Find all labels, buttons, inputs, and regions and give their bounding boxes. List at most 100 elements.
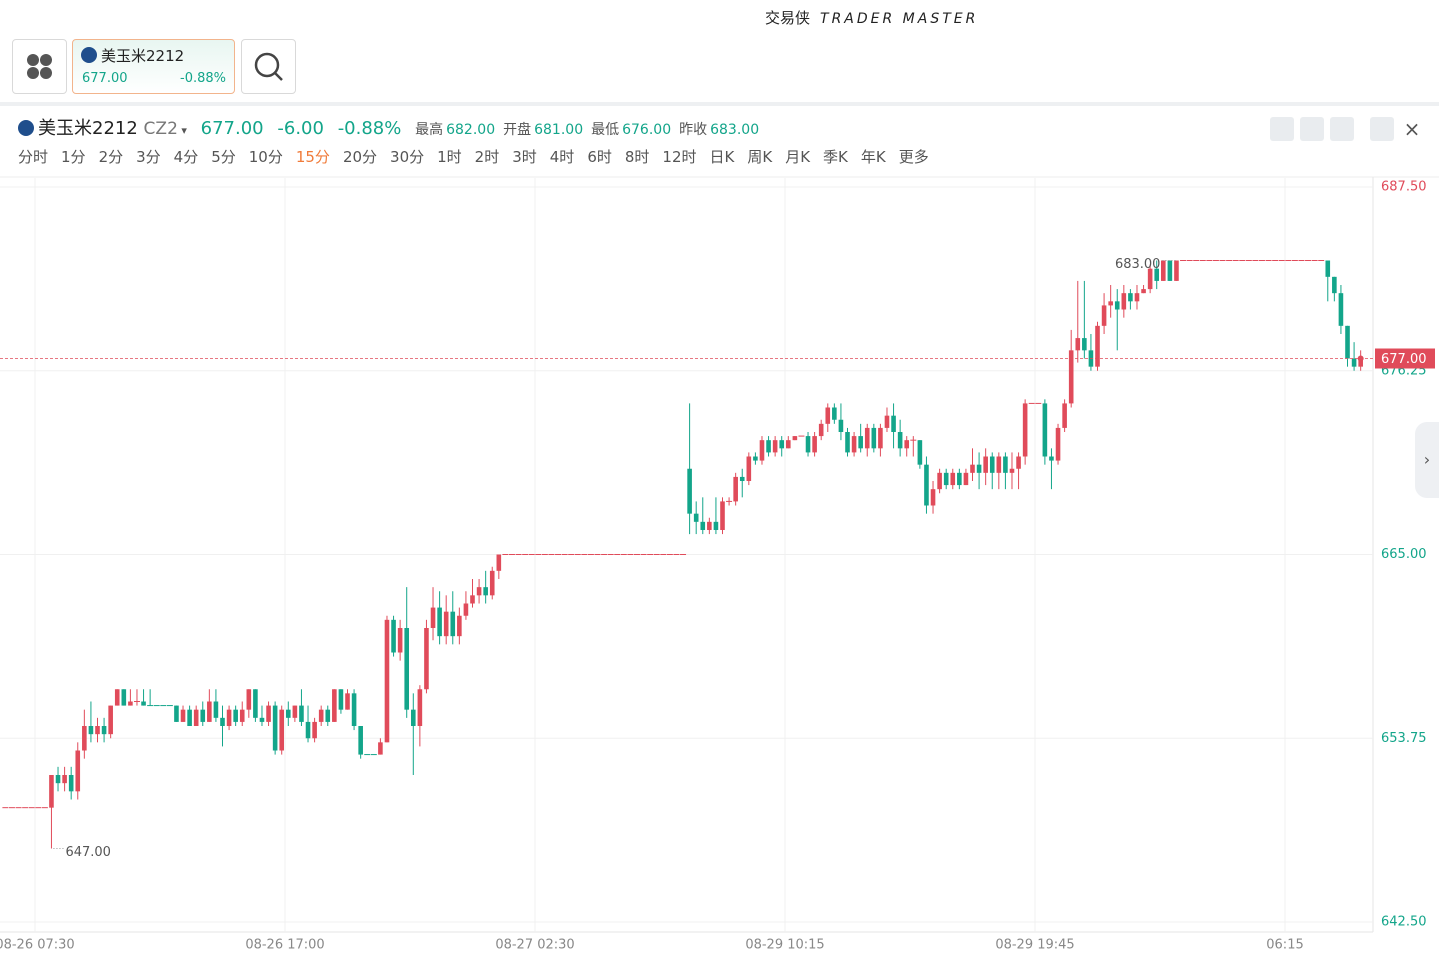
candle-body	[233, 709, 238, 722]
candle-body	[1154, 268, 1160, 281]
period[interactable]: 3分	[136, 148, 161, 166]
candle-body	[917, 440, 923, 465]
stat-value: 683.00	[710, 122, 760, 138]
candle-body	[457, 615, 462, 637]
candle-body	[753, 456, 758, 461]
candle-body	[832, 407, 837, 420]
candle-body	[785, 440, 791, 449]
period[interactable]: 周K	[747, 148, 773, 166]
candle-body	[707, 521, 712, 530]
candle-body	[49, 775, 54, 808]
candle-body	[700, 521, 706, 530]
tool-line[interactable]	[1270, 117, 1294, 141]
period[interactable]: 1时	[437, 148, 462, 166]
tab-change: -0.88%	[180, 71, 226, 86]
period[interactable]: 12时	[662, 148, 697, 166]
period-bar: 分时 1分 2分 3分 4分 5分 10分 15分 20分 30分 1时 2时 3时 4时 6时 8时 12时日…	[18, 146, 942, 167]
period[interactable]: 分时	[18, 148, 49, 166]
period[interactable]: 15分	[295, 148, 330, 166]
candle-body	[246, 689, 252, 710]
menu-button[interactable]	[12, 39, 67, 94]
period[interactable]: 2时	[474, 148, 500, 166]
x-tick-label: 08-26 07:30	[0, 938, 75, 953]
period[interactable]: 3时	[512, 148, 537, 166]
period[interactable]: 1分	[61, 148, 86, 166]
x-tick-label: 08-29 10:15	[745, 938, 824, 953]
candle-body	[200, 709, 206, 722]
candle-body	[483, 587, 488, 596]
candle-body	[858, 436, 863, 449]
candle-body	[450, 611, 456, 637]
candle-body	[739, 476, 745, 481]
candle-body	[957, 472, 962, 486]
candle-body	[88, 726, 94, 735]
stat-label: 开盘	[503, 122, 532, 138]
period[interactable]: 8时	[624, 148, 650, 166]
candle-body	[1167, 260, 1173, 281]
candle-body	[1345, 325, 1350, 359]
candle-body	[75, 750, 81, 792]
candle-body	[338, 689, 344, 710]
period[interactable]: 20分	[342, 148, 378, 166]
candle-body	[358, 726, 363, 755]
candle-body	[1062, 403, 1067, 428]
candle-body	[766, 440, 771, 453]
period[interactable]: 月K	[785, 148, 811, 166]
tool-draw[interactable]	[1300, 117, 1324, 141]
period[interactable]: 5分	[211, 148, 236, 166]
candle-body	[818, 423, 824, 437]
symbol-tab[interactable]: 美玉米2212 677.00 -0.88%	[72, 39, 235, 94]
brand-en: TRADER MASTER	[820, 11, 979, 27]
price-tag	[1375, 348, 1435, 369]
price-dot	[1357, 355, 1364, 362]
candle-body	[937, 472, 942, 490]
candle-body	[1141, 289, 1146, 294]
candle-body	[128, 701, 133, 706]
candle-body	[121, 689, 127, 706]
candle-body	[687, 468, 692, 514]
period[interactable]: 4时	[549, 148, 575, 166]
side-toggle[interactable]: ›	[1415, 422, 1439, 498]
period[interactable]: 6时	[587, 148, 612, 166]
candle-body	[384, 619, 390, 743]
candle-body	[733, 476, 738, 502]
x-tick-label: 08-27 02:30	[495, 938, 574, 953]
search-icon	[254, 52, 283, 81]
candle-body	[779, 440, 785, 449]
candle-body	[404, 628, 410, 710]
candle-body	[1022, 403, 1028, 457]
period[interactable]: 更多	[898, 148, 929, 166]
candle-body	[463, 603, 469, 616]
search-button[interactable]	[241, 39, 296, 94]
candle-body	[1003, 456, 1008, 473]
candle-body	[259, 717, 265, 722]
period[interactable]: 年K	[860, 148, 886, 166]
candle-body	[891, 415, 896, 432]
period[interactable]: 10分	[248, 148, 283, 166]
price-tag-label: 677.00	[1381, 352, 1427, 367]
period[interactable]: 季K	[823, 148, 848, 166]
period[interactable]: 2分	[98, 148, 124, 166]
tool-expand[interactable]	[1370, 117, 1394, 141]
candle-body	[213, 701, 219, 718]
candle-body	[266, 705, 271, 722]
separator	[0, 102, 1439, 106]
quote-price: 677.00	[200, 118, 264, 139]
candle-body	[1121, 293, 1127, 310]
period[interactable]: 4分	[173, 148, 199, 166]
tool-candle[interactable]	[1330, 117, 1354, 141]
candle-body	[1075, 338, 1081, 351]
candle-body	[272, 705, 278, 751]
x-tick-label: 06:15	[1266, 938, 1303, 953]
candle-body	[279, 709, 285, 751]
candle-body	[470, 595, 475, 604]
candle-body	[318, 709, 324, 722]
candle-body	[325, 709, 331, 722]
candle-body	[983, 456, 988, 473]
candle-body	[1174, 260, 1179, 281]
period[interactable]: 30分	[390, 148, 425, 166]
tool-close[interactable]: ×	[1400, 117, 1424, 141]
period[interactable]: 日K	[709, 148, 735, 166]
quote-stat: 昨收 683.00	[679, 122, 759, 138]
